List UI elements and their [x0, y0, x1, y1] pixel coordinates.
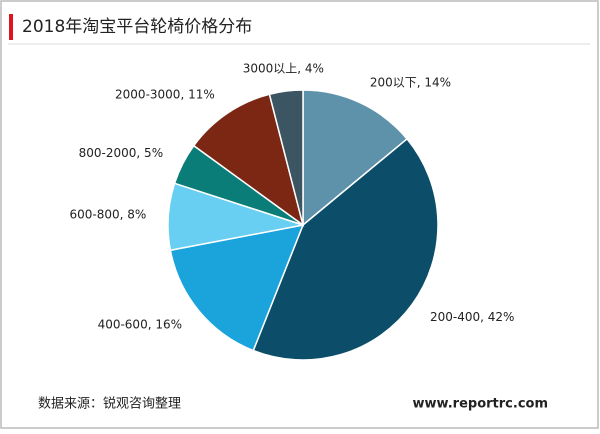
- data-label: 200以下, 14%: [370, 75, 451, 89]
- data-label: 800-2000, 5%: [79, 146, 163, 160]
- pie-slice: [192, 93, 305, 227]
- pie-slice: [302, 89, 409, 227]
- title-bar: [9, 14, 13, 40]
- data-label: 400-600, 16%: [98, 318, 182, 332]
- data-label: 2000-3000, 11%: [115, 88, 215, 102]
- pie-slice: [268, 89, 304, 226]
- data-label: 600-800, 8%: [69, 208, 146, 222]
- data-label: 3000以上, 4%: [243, 62, 324, 76]
- chart-title: 2018年淘宝平台轮椅价格分布: [22, 17, 252, 37]
- data-label: 200-400, 42%: [430, 310, 514, 324]
- pie-slice: [169, 224, 305, 352]
- source: 数据来源：锐观咨询整理: [38, 397, 181, 412]
- website: www.reportrc.com: [413, 397, 548, 412]
- pie-slice: [252, 137, 439, 361]
